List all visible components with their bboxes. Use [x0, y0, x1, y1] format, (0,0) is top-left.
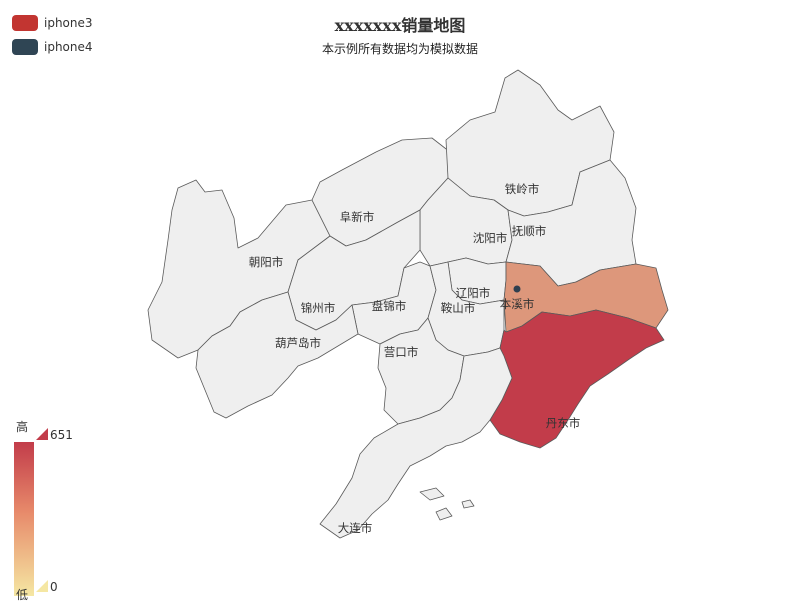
legend-item-iphone3[interactable]: iphone3 — [12, 12, 93, 34]
city-label: 盘锦市 — [372, 299, 407, 313]
legend-label: iphone3 — [44, 16, 93, 30]
island — [419, 487, 445, 501]
city-label: 葫芦岛市 — [275, 336, 321, 350]
city-label: 铁岭市 — [505, 182, 540, 196]
visual-map-handle-bottom[interactable] — [36, 580, 48, 592]
city-label: 鞍山市 — [441, 301, 476, 315]
city-label: 沈阳市 — [473, 231, 508, 245]
visual-map-low-label: 低 — [16, 588, 29, 602]
visual-map: 高 651 0 低 — [14, 418, 84, 602]
city-label: 抚顺市 — [512, 224, 547, 238]
region-huludao[interactable] — [195, 291, 359, 419]
legend-item-iphone4[interactable]: iphone4 — [12, 36, 93, 58]
city-label: 辽阳市 — [456, 286, 491, 300]
visual-map-min: 0 — [50, 580, 58, 594]
city-label: 大连市 — [338, 521, 373, 535]
visual-map-gradient-bar[interactable] — [14, 442, 34, 596]
city-label: 朝阳市 — [249, 255, 284, 269]
legend-swatch — [12, 15, 38, 31]
legend-swatch — [12, 39, 38, 55]
visual-map-handle-top[interactable] — [36, 428, 48, 440]
visual-map-max: 651 — [50, 428, 73, 442]
region-dalian[interactable] — [319, 347, 513, 539]
chart-subtitle: 本示例所有数据均为模拟数据 — [321, 42, 478, 56]
legend: iphone3 iphone4 — [12, 12, 93, 60]
city-label: 锦州市 — [301, 301, 336, 315]
city-label: 营口市 — [384, 345, 419, 359]
city-label: 阜新市 — [340, 210, 375, 224]
island — [435, 507, 453, 521]
visual-map-high-label: 高 — [16, 420, 29, 434]
chart-title: xxxxxxx销量地图 — [334, 16, 466, 35]
city-marker[interactable] — [513, 285, 521, 293]
legend-label: iphone4 — [44, 40, 93, 54]
city-label: 丹东市 — [546, 416, 581, 430]
island — [461, 499, 475, 509]
city-label: 本溪市 — [500, 297, 535, 311]
